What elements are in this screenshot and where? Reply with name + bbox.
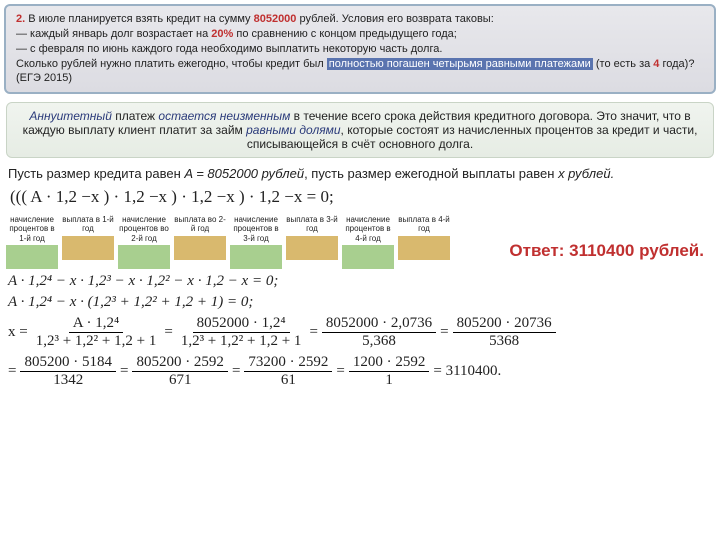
problem-box: 2. В июле планируется взять кредит на су… [4,4,716,94]
main-equation: ((( A · 1,2 −x ) · 1,2 −x ) · 1,2 −x ) ·… [10,187,710,207]
answer: Ответ: 3110400 рублей. [509,213,714,261]
year-tag: выплата в 1-й год [62,213,114,269]
year-tag: начисление процентов в 4-й год [342,213,394,269]
fraction-chain: x = A · 1,2⁴1,2³ + 1,2² + 1,2 + 1 = 8052… [8,315,712,350]
year-tag: начисление процентов в 3-й год [230,213,282,269]
expand-1: A · 1,2⁴ − x · 1,2³ − x · 1,2² − x · 1,2… [8,273,712,290]
year-tag: выплата в 4-й год [398,213,450,269]
expand-2: A · 1,2⁴ − x · (1,2³ + 1,2² + 1,2 + 1) =… [8,294,712,311]
definition-box: Аннуитетный платеж остается неизменным в… [6,102,714,158]
year-tag: выплата в 3-й год [286,213,338,269]
year-tag: выплата во 2-й год [174,213,226,269]
problem-number: 2. [16,13,25,25]
year-tag: начисление процентов во 2-й год [118,213,170,269]
tag-row: начисление процентов в 1-й годвыплата в … [6,213,714,269]
setup-text: Пусть размер кредита равен A = 8052000 р… [8,166,712,181]
year-tag: начисление процентов в 1-й год [6,213,58,269]
fraction-chain-2: = 805200 · 51841342 = 805200 · 2592671 =… [8,354,712,389]
